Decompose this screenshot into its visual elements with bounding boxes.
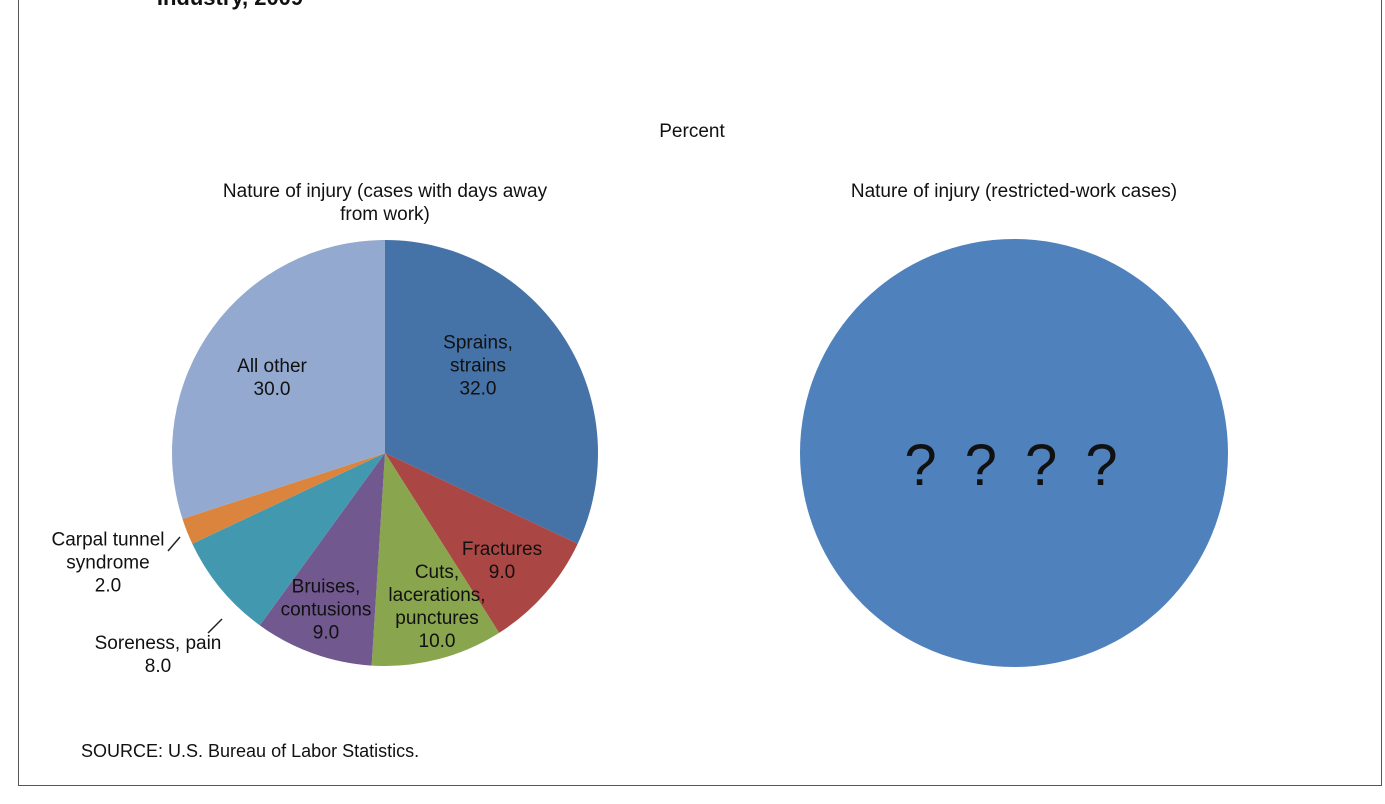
pie-slice bbox=[800, 239, 1228, 667]
value-label: 8.0 bbox=[144, 656, 172, 677]
data-label: Soreness, pain 8.0 bbox=[58, 632, 258, 678]
chart-title: Nature of injury (cases with days away f… bbox=[222, 181, 548, 225]
data-label: Sprains, strains 32.0 bbox=[433, 332, 523, 401]
category-label: Bruises, contusions bbox=[280, 576, 372, 621]
data-label: All other 30.0 bbox=[212, 355, 332, 401]
value-label: 2.0 bbox=[94, 575, 122, 597]
data-label: Carpal tunnel syndrome 2.0 bbox=[38, 529, 178, 598]
category-label: Soreness, pain bbox=[94, 633, 222, 654]
value-label: 9.0 bbox=[488, 562, 516, 583]
pie-slice bbox=[371, 453, 500, 666]
category-label: All other bbox=[237, 356, 307, 377]
chart-title: Nature of injury (restricted-work cases) bbox=[850, 181, 1178, 202]
category-label: ? ? ? ? bbox=[904, 433, 1124, 498]
pie-slice bbox=[385, 453, 578, 633]
value-label: 9.0 bbox=[312, 622, 340, 644]
value-label: 32.0 bbox=[459, 378, 497, 400]
value-label: 30.0 bbox=[253, 379, 291, 400]
data-label: Bruises, contusions 9.0 bbox=[276, 576, 376, 645]
category-label: Fractures bbox=[461, 539, 543, 560]
data-label: Cuts, lacerations, punctures 10.0 bbox=[387, 561, 487, 653]
data-label: Fractures 9.0 bbox=[442, 538, 562, 584]
leader-line bbox=[207, 618, 223, 634]
pie-slice bbox=[171, 240, 385, 519]
category-label: Carpal tunnel syndrome bbox=[51, 529, 165, 574]
value-label: 10.0 bbox=[418, 631, 456, 652]
source-note: SOURCE: U.S. Bureau of Labor Statistics. bbox=[81, 741, 420, 761]
data-label: ? ? ? ? bbox=[864, 434, 1164, 498]
pie-slice bbox=[385, 240, 598, 544]
category-label: Cuts, lacerations, punctures bbox=[388, 562, 486, 629]
subtitle: Percent bbox=[659, 121, 725, 142]
page-title: Industry, 2009 bbox=[157, 0, 303, 9]
pie-slice bbox=[192, 453, 385, 626]
pie-slice bbox=[259, 453, 385, 666]
category-label: Sprains, strains bbox=[443, 332, 513, 377]
pie-slice bbox=[182, 453, 385, 544]
frame bbox=[18, 0, 1382, 786]
leader-line bbox=[167, 536, 181, 552]
